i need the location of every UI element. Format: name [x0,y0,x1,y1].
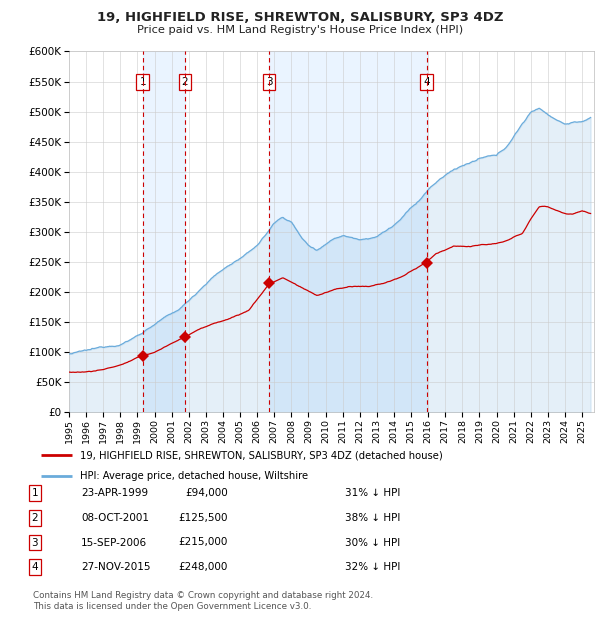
Text: 08-OCT-2001: 08-OCT-2001 [81,513,149,523]
Text: HPI: Average price, detached house, Wiltshire: HPI: Average price, detached house, Wilt… [80,471,308,480]
Text: 15-SEP-2006: 15-SEP-2006 [81,538,147,547]
Text: 38% ↓ HPI: 38% ↓ HPI [345,513,400,523]
Text: 2: 2 [181,77,188,87]
Text: 2: 2 [31,513,38,523]
Text: £248,000: £248,000 [179,562,228,572]
Text: Contains HM Land Registry data © Crown copyright and database right 2024.: Contains HM Land Registry data © Crown c… [33,591,373,600]
Text: 32% ↓ HPI: 32% ↓ HPI [345,562,400,572]
Text: 4: 4 [31,562,38,572]
Bar [143,51,185,412]
Text: 27-NOV-2015: 27-NOV-2015 [81,562,151,572]
Text: 30% ↓ HPI: 30% ↓ HPI [345,538,400,547]
Text: 23-APR-1999: 23-APR-1999 [81,488,148,498]
Text: 3: 3 [266,77,272,87]
Text: This data is licensed under the Open Government Licence v3.0.: This data is licensed under the Open Gov… [33,602,311,611]
Text: £215,000: £215,000 [179,538,228,547]
Text: 31% ↓ HPI: 31% ↓ HPI [345,488,400,498]
Text: 1: 1 [139,77,146,87]
Text: 4: 4 [423,77,430,87]
Text: £94,000: £94,000 [185,488,228,498]
Text: 1: 1 [31,488,38,498]
Text: 19, HIGHFIELD RISE, SHREWTON, SALISBURY, SP3 4DZ: 19, HIGHFIELD RISE, SHREWTON, SALISBURY,… [97,11,503,24]
Text: 19, HIGHFIELD RISE, SHREWTON, SALISBURY, SP3 4DZ (detached house): 19, HIGHFIELD RISE, SHREWTON, SALISBURY,… [80,451,443,461]
Text: Price paid vs. HM Land Registry's House Price Index (HPI): Price paid vs. HM Land Registry's House … [137,25,463,35]
Text: £125,500: £125,500 [179,513,228,523]
Bar [269,51,427,412]
Text: 3: 3 [31,538,38,547]
